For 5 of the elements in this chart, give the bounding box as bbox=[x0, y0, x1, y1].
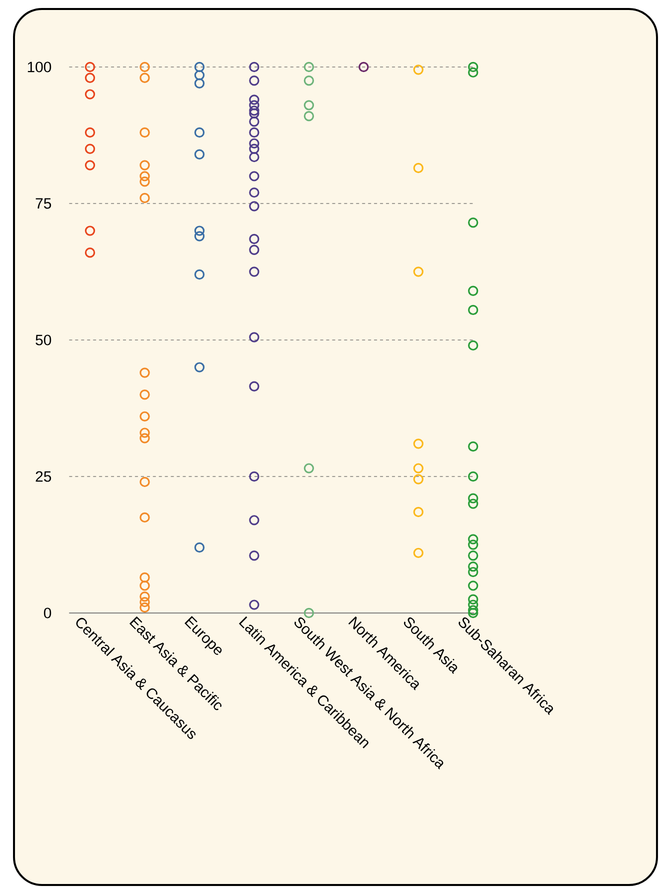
y-tick-label: 25 bbox=[36, 471, 52, 482]
y-tick-label: 100 bbox=[28, 62, 52, 72]
y-tick-label: 0 bbox=[44, 608, 52, 618]
y-tick-label: 50 bbox=[36, 334, 52, 346]
y-tick-label: 75 bbox=[36, 198, 52, 209]
